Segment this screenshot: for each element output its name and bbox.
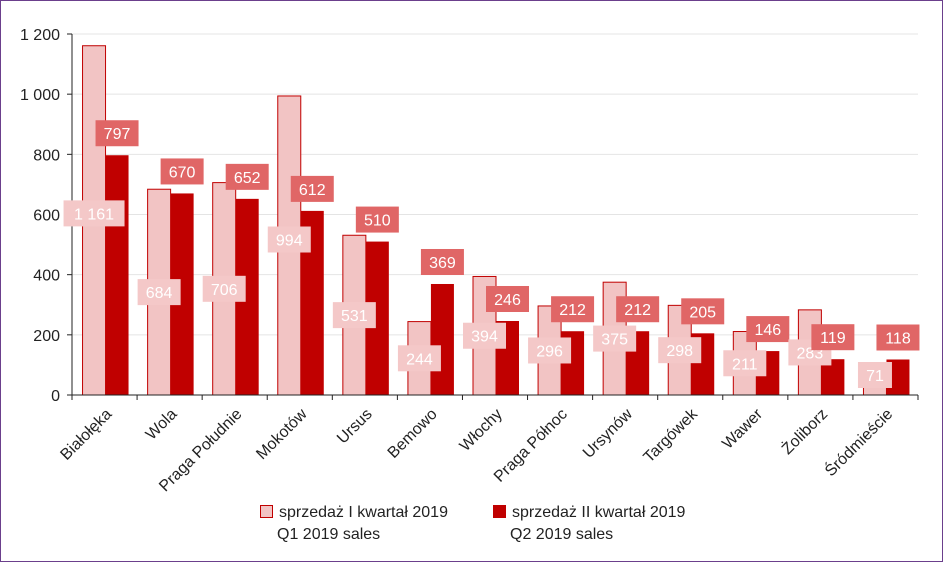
data-label-bg-q1: [658, 337, 702, 364]
x-tick-label: Wola: [143, 406, 181, 444]
data-label-q2: 369: [429, 255, 456, 272]
y-tick-label: 200: [33, 328, 60, 345]
data-label-q2: 146: [754, 322, 781, 339]
data-label-bg-q1: [397, 345, 441, 372]
data-label-q2: 246: [494, 292, 521, 309]
y-tick-label: 600: [33, 208, 60, 225]
legend-label-q1: sprzedaż I kwartał 2019: [279, 504, 448, 521]
data-label-bg-q2: [551, 296, 595, 323]
data-label-q2: 612: [299, 182, 326, 199]
x-tick-label: Żoliborz: [778, 404, 832, 458]
x-tick-label: Targówek: [641, 405, 702, 466]
y-axis: 0 200 400 600 800 1 000 1 200: [20, 27, 73, 405]
data-label-bg-q1: [202, 275, 246, 302]
y-tick-label: 1 200: [20, 27, 60, 44]
y-tick-label: 400: [33, 268, 60, 285]
data-label-bg-q1: [857, 362, 892, 388]
data-label-bg-q1: [528, 337, 572, 364]
data-label-bg-q2: [290, 175, 334, 202]
bar-q2: [430, 283, 454, 395]
data-label-bg-q2: [95, 120, 139, 147]
data-label-q2: 670: [169, 164, 196, 181]
data-label-bg-q2: [811, 324, 855, 351]
data-label-bg-q1: [137, 279, 181, 306]
data-label-bg-q1: [593, 325, 637, 352]
x-tick-label: Białołęka: [57, 406, 115, 464]
data-label-bg-q2: [746, 316, 790, 343]
data-label-bg-q2: [876, 324, 920, 351]
data-label-bg-q1: [63, 200, 125, 227]
legend-sublabel-q2: Q2 2019 sales: [510, 526, 614, 543]
x-tick-label: Ursus: [334, 406, 376, 448]
data-label-q2: 510: [364, 213, 391, 230]
y-tick-label: 800: [33, 147, 60, 164]
legend-item-q2: sprzedaż II kwartał 2019 Q2 2019 sales: [493, 502, 685, 546]
data-label-q1: 531: [341, 308, 368, 325]
bar-chart: 0 200 400 600 800 1 000 1 200 1 161 797 684 670 70…: [20, 27, 920, 495]
legend-swatch-q1: [260, 505, 273, 518]
y-tick-label: 1 000: [20, 87, 60, 104]
data-label-q2: 205: [689, 304, 716, 321]
data-label-bg-q2: [420, 248, 464, 275]
data-label-q1: 1 161: [74, 206, 114, 223]
data-label-q2: 212: [559, 302, 586, 319]
data-label-bg-q1: [723, 350, 767, 377]
data-label-bg-q2: [160, 158, 204, 185]
legend-item-q1: sprzedaż I kwartał 2019 Q1 2019 sales: [260, 502, 448, 546]
data-label-bg-q2: [681, 298, 725, 325]
data-label-q1: 296: [536, 343, 563, 360]
x-tick-label: Śródmieście: [821, 404, 897, 480]
data-label-bg-q2: [355, 206, 399, 233]
x-tick-label: Wawer: [719, 405, 766, 452]
data-label-q2: 212: [624, 302, 651, 319]
legend-label-q2: sprzedaż II kwartał 2019: [512, 504, 686, 521]
data-label-bg-q1: [463, 322, 506, 349]
bar-q2: [105, 155, 129, 395]
bar-q2: [365, 241, 389, 395]
y-tick-label: 0: [51, 388, 60, 405]
data-label-q1: 211: [732, 356, 758, 373]
data-label-q1: 298: [666, 343, 693, 360]
legend-sublabel-q1: Q1 2019 sales: [277, 526, 381, 543]
data-label-bg-q2: [486, 285, 529, 312]
bar-q2: [235, 198, 259, 395]
data-label-q1: 706: [211, 282, 238, 299]
data-label-q2: 797: [104, 126, 131, 143]
data-label-q1: 994: [276, 233, 303, 250]
data-label-bg-q1: [267, 226, 311, 253]
data-label-q2: 119: [820, 330, 846, 347]
data-label-q2: 652: [234, 170, 261, 187]
bar-q2: [821, 359, 845, 395]
data-labels: 1 161 797 684 670 706 652 994 612 531 510 244 369 39…: [63, 120, 920, 388]
data-label-bg-q2: [616, 296, 660, 323]
data-label-q1: 375: [601, 332, 628, 349]
legend-swatch-q2: [493, 505, 506, 518]
bar-q2: [300, 210, 324, 395]
x-tick-label: Włochy: [457, 406, 506, 455]
data-label-q1: 394: [471, 329, 498, 346]
x-tick-label: Mokotów: [253, 405, 311, 463]
x-tick-label: Bemowo: [385, 406, 441, 462]
x-tick-label: Ursynów: [580, 405, 636, 461]
data-label-q1: 71: [866, 368, 884, 385]
data-label-bg-q1: [332, 302, 376, 329]
data-label-q1: 244: [406, 351, 433, 368]
bar-q2: [886, 359, 910, 395]
bar-q2: [170, 193, 194, 395]
data-label-bg-q2: [225, 163, 269, 190]
data-label-q1: 684: [146, 285, 173, 302]
data-label-q2: 118: [885, 331, 911, 348]
